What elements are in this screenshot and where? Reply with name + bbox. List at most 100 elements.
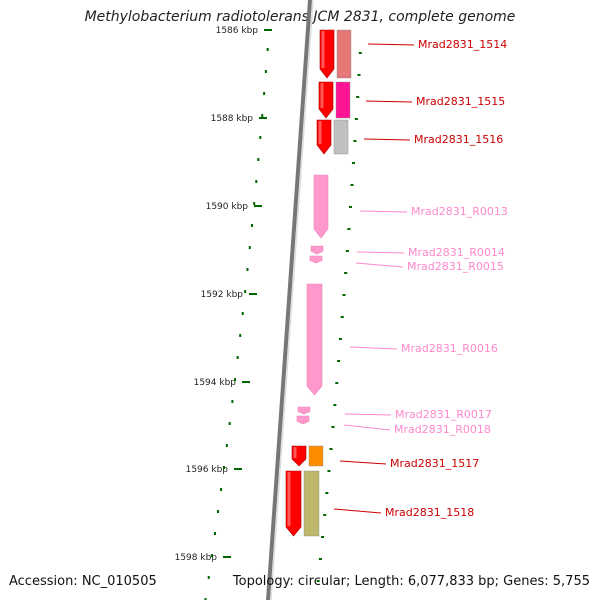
ruler-dot — [255, 180, 258, 183]
ruler-dot — [204, 598, 207, 600]
ruler-dot — [231, 400, 234, 403]
ruler-dot — [356, 96, 360, 98]
accession-text: Accession: NC_010505 — [9, 574, 157, 589]
gene-label: Mrad2831_R0016 — [401, 342, 498, 355]
ruler-dot — [210, 554, 213, 557]
gene-label: Mrad2831_1515 — [416, 95, 505, 108]
ruler-dot — [239, 334, 242, 337]
ruler-dot — [338, 338, 342, 340]
gene-leader-line — [349, 346, 398, 350]
gene-leader-line — [365, 100, 413, 103]
cog-color-band — [336, 29, 352, 79]
cog-color-band — [333, 119, 349, 155]
gene-arrow — [313, 174, 329, 239]
ruler-dot — [357, 74, 361, 76]
gene-arrow-shine — [287, 472, 291, 526]
gene-arrow — [306, 283, 323, 396]
kbp-tick-label: 1586 kbp — [216, 26, 259, 36]
ruler-dot — [344, 272, 348, 274]
genome-backbone-highlight — [270, 0, 314, 600]
gene-leader-line — [355, 262, 404, 268]
ruler-dot — [248, 246, 251, 249]
ruler-dot — [354, 118, 358, 120]
ruler-dot — [225, 444, 228, 447]
ruler-dot — [337, 360, 341, 362]
ruler-dot — [266, 48, 269, 51]
ruler-dot — [220, 488, 223, 491]
ruler-dot — [214, 532, 217, 535]
gene-arrow — [309, 255, 323, 264]
gene-leader-line — [343, 424, 391, 431]
gene-label: Mrad2831_R0014 — [408, 246, 505, 259]
kbp-tick-label: 1590 kbp — [206, 202, 249, 212]
gene-arrow-shine — [320, 83, 324, 108]
ruler-dot — [350, 184, 354, 186]
cog-color-band — [308, 445, 324, 467]
gene-arrow-shine — [293, 447, 297, 458]
gene-label: Mrad2831_1517 — [390, 457, 479, 470]
ruler-dot — [261, 114, 264, 117]
ruler-dot — [329, 448, 333, 450]
ruler-dot — [345, 250, 349, 252]
gene-label: Mrad2831_R0015 — [407, 260, 504, 273]
gene-arrow — [316, 119, 332, 155]
gene-leader-line — [359, 210, 408, 213]
kbp-tick-label: 1598 kbp — [175, 553, 218, 563]
topology-text: Topology: circular; Length: 6,077,833 bp… — [232, 574, 590, 589]
ruler-dot — [316, 580, 320, 582]
ruler-dot — [257, 158, 260, 161]
gene-label: Mrad2831_1518 — [385, 506, 474, 519]
ruler-dot — [222, 466, 225, 469]
ruler-dot — [318, 558, 322, 560]
ruler-dot — [335, 382, 339, 384]
ruler-dot — [333, 404, 337, 406]
ruler-dot — [228, 422, 231, 425]
cog-color-band — [303, 470, 320, 537]
cog-color-band — [335, 81, 351, 119]
gene-label: Mrad2831_1514 — [418, 38, 507, 51]
gene-arrow-shine — [321, 31, 325, 68]
map-title: Methylobacterium radiotolerans JCM 2831,… — [84, 9, 516, 25]
kbp-tick-label: 1588 kbp — [211, 114, 254, 124]
ruler-dot — [323, 514, 327, 516]
genome-backbone — [266, 0, 312, 600]
gene-leader-line — [333, 508, 382, 514]
gene-arrow — [285, 470, 302, 537]
ruler-dot — [347, 228, 351, 230]
ruler-dot — [331, 426, 335, 428]
ruler-dot — [351, 162, 355, 164]
gene-arrow-shine — [318, 121, 322, 144]
gene-label: Mrad2831_R0018 — [394, 423, 491, 436]
ruler-dot — [263, 92, 266, 95]
gene-leader-line — [344, 413, 392, 416]
ruler-dot — [264, 70, 267, 73]
ruler-dot — [246, 268, 249, 271]
ruler-dot — [358, 52, 362, 54]
ruler-dot — [342, 294, 346, 296]
ruler-dot — [325, 492, 329, 494]
kbp-tick-label: 1594 kbp — [194, 378, 237, 388]
gene-label: Mrad2831_R0017 — [395, 408, 492, 421]
kbp-tick-label: 1592 kbp — [201, 290, 244, 300]
gene-leader-line — [356, 251, 405, 254]
ruler-dot — [327, 470, 331, 472]
ruler-dot — [234, 378, 237, 381]
gene-label: Mrad2831_R0013 — [411, 205, 508, 218]
ruler-dot — [353, 140, 357, 142]
ruler-dot — [321, 536, 325, 538]
gene-label: Mrad2831_1516 — [414, 133, 503, 146]
ruler-dot — [348, 206, 352, 208]
ruler-dot — [236, 356, 239, 359]
gene-arrow — [310, 245, 324, 255]
ruler-dot — [244, 290, 247, 293]
ruler-dot — [207, 576, 210, 579]
gene-arrow — [296, 415, 310, 425]
gene-arrow — [319, 29, 335, 79]
kbp-tick-label: 1596 kbp — [186, 465, 229, 475]
ruler-dot — [251, 224, 254, 227]
gene-leader-line — [339, 460, 387, 465]
gene-arrow — [291, 445, 307, 467]
ruler-dot — [217, 510, 220, 513]
